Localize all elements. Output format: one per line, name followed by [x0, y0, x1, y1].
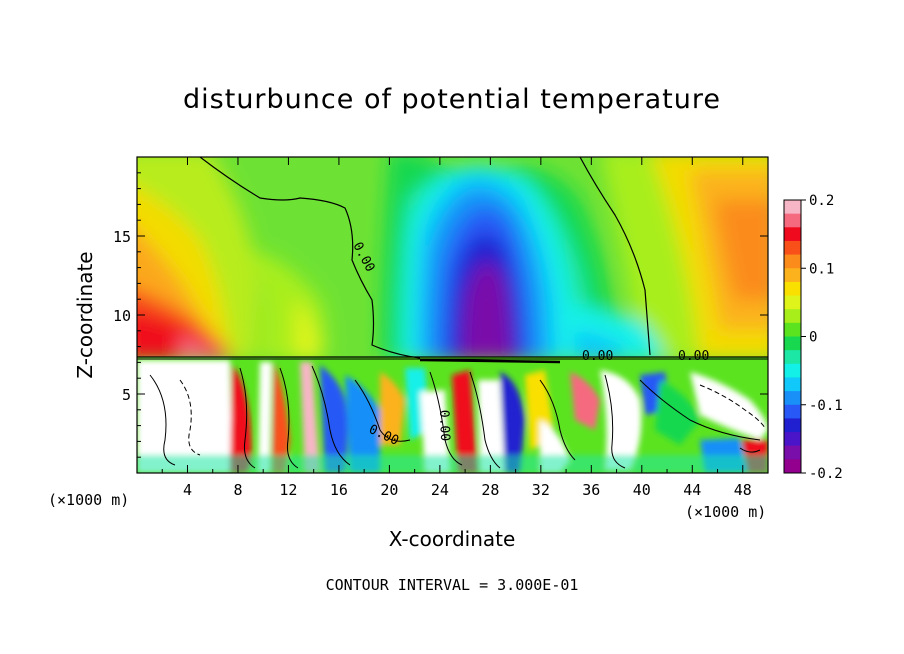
x-tick-label: 20 [380, 481, 398, 499]
x-tick-label: 28 [481, 481, 499, 499]
lower-white-9 [478, 380, 505, 473]
lower-white-14 [600, 370, 642, 470]
y-axis-title: Z-coordinate [73, 251, 97, 378]
colorbar-swatch [784, 213, 801, 228]
colorbar-swatch [784, 227, 801, 242]
upper-field-blobs [137, 157, 768, 360]
lower-white-7 [420, 390, 450, 473]
x-tick-label: 48 [734, 481, 752, 499]
y-tick-label: 5 [122, 386, 131, 404]
x-unit-label-right: (×1000 m) [685, 503, 766, 521]
x-unit-label-left: (×1000 m) [48, 491, 129, 509]
colorbar-swatch [784, 295, 801, 310]
colorbar-swatch [784, 281, 801, 297]
blob-yellow-mid [295, 300, 318, 360]
lower-cyan-bottom [137, 455, 768, 473]
lower-blue-3 [320, 365, 348, 473]
colorbar-ticks: 0.2 0.1 0 -0.1 -0.2 [801, 193, 843, 482]
colorbar-tick-label: 0 [809, 330, 817, 346]
colorbar-swatch [784, 404, 801, 419]
contour-label: 0.00 [436, 410, 452, 442]
colorbar-swatch [784, 350, 801, 365]
field-layer [137, 157, 768, 473]
blob-darkorange-right [715, 200, 768, 300]
lower-pink-13 [570, 372, 600, 430]
colorbar [783, 199, 802, 474]
lower-green-16 [655, 380, 700, 445]
colorbar-swatch [784, 240, 801, 256]
y-axis-ticks: 5 10 15 [113, 172, 768, 458]
x-tick-label: 44 [683, 481, 701, 499]
x-axis-title: X-coordinate [389, 527, 516, 551]
lower-blue-4 [345, 375, 380, 473]
lower-indigo-10 [500, 372, 525, 473]
lower-orange-2 [272, 362, 290, 473]
blob-skyblue-right [575, 330, 625, 360]
contour-label: 0.00 [582, 349, 613, 364]
zero-contours [137, 157, 768, 364]
x-tick-label: 24 [431, 481, 449, 499]
colorbar-swatch [784, 268, 801, 283]
x-axis-ticks: 4 8 12 16 20 24 28 32 36 40 44 48 [161, 157, 752, 499]
chart-title: disturbunce of potential temperature [183, 84, 721, 115]
blob-purple-center [462, 262, 512, 360]
colorbar-swatch [784, 363, 801, 378]
lower-red-1 [230, 365, 252, 473]
x-tick-label: 12 [279, 481, 297, 499]
colorbar-swatch [784, 254, 801, 269]
x-tick-label: 36 [582, 481, 600, 499]
colorbar-swatch [784, 418, 801, 433]
contour-label: 0.00 [678, 349, 709, 364]
x-tick-label: 32 [532, 481, 550, 499]
colorbar-tick-label: -0.1 [809, 398, 843, 414]
x-tick-label: 16 [330, 481, 348, 499]
colorbar-swatch [784, 391, 801, 406]
colorbar-swatch [784, 445, 801, 460]
colorbar-swatch [784, 459, 801, 474]
lower-white-2 [258, 362, 272, 473]
x-tick-label: 4 [183, 481, 192, 499]
colorbar-swatch [784, 322, 801, 337]
lower-yellow-5 [380, 372, 405, 445]
y-tick-label: 10 [113, 307, 131, 325]
y-tick-label: 15 [113, 228, 131, 246]
contour-interval-note: CONTOUR INTERVAL = 3.000E-01 [325, 576, 579, 594]
lower-red-8 [452, 370, 478, 473]
colorbar-tick-label: -0.2 [809, 466, 843, 482]
lower-white-left [137, 360, 232, 473]
x-tick-label: 40 [633, 481, 651, 499]
lower-layer [137, 357, 768, 473]
colorbar-tick-label: 0.1 [809, 261, 834, 277]
colorbar-swatch [784, 432, 801, 447]
x-tick-label: 8 [233, 481, 242, 499]
lower-pink-3 [300, 362, 320, 473]
blob-pink-left [180, 335, 225, 360]
colorbar-swatch [784, 336, 801, 351]
colorbar-swatch [784, 377, 801, 392]
colorbar-swatch [784, 309, 801, 324]
lower-contours [149, 365, 766, 469]
colorbar-swatch [784, 200, 801, 215]
colorbar-tick-label: 0.2 [809, 193, 834, 209]
